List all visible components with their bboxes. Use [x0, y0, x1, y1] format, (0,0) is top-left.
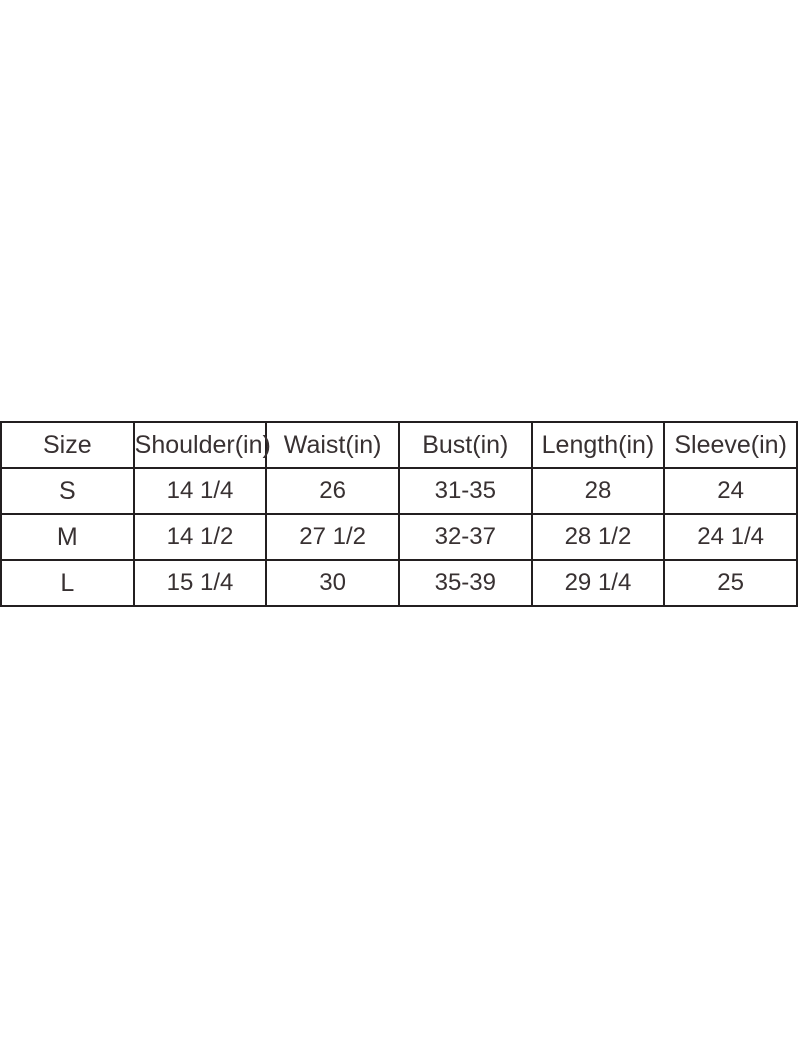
cell-m-sleeve: 24 1/4: [663, 513, 798, 561]
cell-l-sleeve: 25: [663, 559, 798, 607]
header-row: Size Shoulder(in) Waist(in) Bust(in) Len…: [0, 421, 798, 469]
cell-l-length: 29 1/4: [530, 559, 666, 607]
cell-s-waist: 26: [265, 467, 400, 515]
cell-s-length: 28: [530, 467, 666, 515]
cell-l-waist: 30: [265, 559, 400, 607]
column-header-bust: Bust(in): [397, 421, 533, 469]
cell-s-bust: 31-35: [397, 467, 533, 515]
table-row-s: S 14 1/4 26 31-35 28 24: [0, 467, 798, 515]
table-row-l: L 15 1/4 30 35-39 29 1/4 25: [0, 559, 798, 607]
column-header-waist: Waist(in): [265, 421, 400, 469]
size-label-l: L: [0, 559, 135, 607]
cell-l-bust: 35-39: [397, 559, 533, 607]
column-header-shoulder: Shoulder(in): [132, 421, 271, 469]
size-chart: Size Shoulder(in) Waist(in) Bust(in) Len…: [0, 421, 798, 607]
cell-m-shoulder: 14 1/2: [132, 513, 268, 561]
cell-s-sleeve: 24: [663, 467, 798, 515]
cell-m-length: 28 1/2: [530, 513, 666, 561]
cell-m-bust: 32-37: [397, 513, 533, 561]
column-header-length: Length(in): [530, 421, 666, 469]
cell-s-shoulder: 14 1/4: [132, 467, 268, 515]
cell-m-waist: 27 1/2: [265, 513, 400, 561]
cell-l-shoulder: 15 1/4: [132, 559, 268, 607]
column-header-size: Size: [0, 421, 135, 469]
size-label-m: M: [0, 513, 135, 561]
column-header-sleeve: Sleeve(in): [663, 421, 798, 469]
size-label-s: S: [0, 467, 135, 515]
size-chart-table: Size Shoulder(in) Waist(in) Bust(in) Len…: [0, 421, 798, 607]
table-row-m: M 14 1/2 27 1/2 32-37 28 1/2 24 1/4: [0, 513, 798, 561]
